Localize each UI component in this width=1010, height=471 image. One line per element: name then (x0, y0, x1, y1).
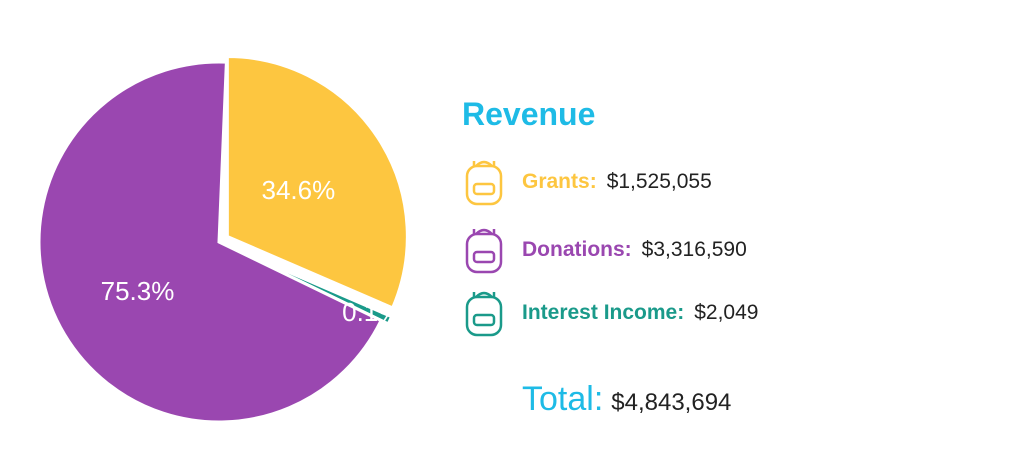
legend-label-grants: Grants (522, 170, 590, 193)
legend-colon-donations: : (624, 238, 632, 261)
pie-label-donations: 75.3% (101, 276, 175, 306)
legend-value-donations: $3,316,590 (641, 238, 747, 261)
backpack-icon (465, 160, 503, 206)
pie-slice-donations (37, 60, 383, 424)
legend-title: Revenue (462, 96, 596, 132)
backpack-icon (465, 228, 503, 274)
legend-label-donations: Donations (522, 238, 625, 261)
legend-item-grants: Grants : $1,525,055 (462, 157, 712, 207)
total: Total: $4,843,694 (522, 380, 731, 419)
total-value: $4,843,694 (611, 389, 732, 416)
pie-slice-grants (225, 55, 409, 310)
backpack-icon (465, 291, 503, 337)
legend-value-grants: $1,525,055 (606, 170, 712, 193)
legend-colon-grants: : (589, 170, 597, 193)
legend-colon-interest-income: : (677, 301, 685, 324)
pie-label-interest-income: 0.1% (342, 297, 401, 327)
pie-label-grants: 34.6% (262, 175, 336, 205)
legend-label-interest-income: Interest Income (522, 301, 678, 324)
total-label: Total: (522, 380, 604, 418)
legend-value-interest-income: $2,049 (694, 301, 759, 324)
revenue-pie-chart: 34.6% 0.1% 75.3% (37, 55, 409, 424)
legend-item-interest-income: Interest Income : $2,049 (462, 288, 758, 338)
legend-item-donations: Donations : $3,316,590 (462, 225, 747, 275)
